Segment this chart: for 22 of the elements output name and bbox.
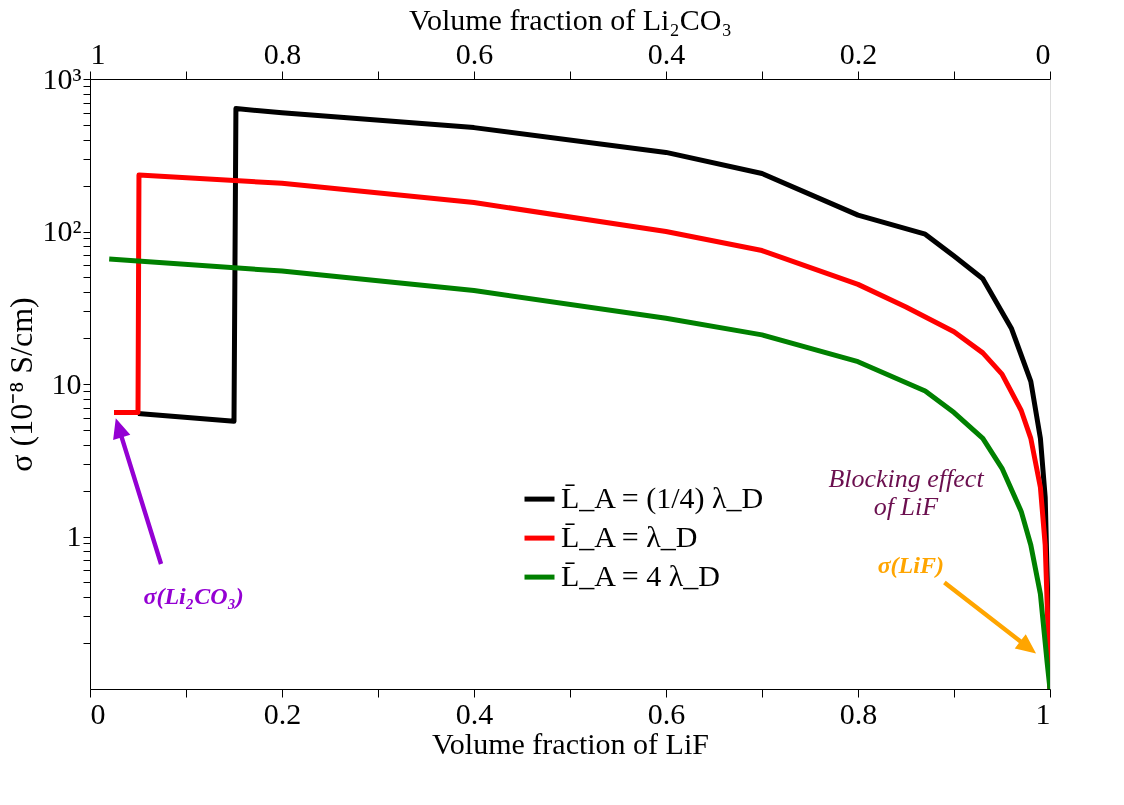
x2-tick-label: 0.6 bbox=[455, 36, 494, 70]
x2-tick-label: 0.8 bbox=[263, 36, 302, 70]
annotation: σ(Li₂CO₃) bbox=[143, 583, 244, 610]
annotation: Blocking effect of LiF bbox=[828, 463, 985, 521]
legend-label: L̄_A = 4 λ_D bbox=[561, 559, 720, 593]
x2-tick-label: 1 bbox=[90, 36, 106, 70]
annotation: σ(LiF) bbox=[877, 552, 944, 579]
x2-tick-label: 0.2 bbox=[839, 36, 878, 70]
y-tick-label: 10³ bbox=[42, 61, 82, 95]
x-tick-label: 1 bbox=[1035, 696, 1051, 730]
legend-label: L̄_A = (1/4) λ_D bbox=[561, 481, 764, 516]
y-tick-label: 1 bbox=[66, 519, 82, 552]
y-tick-label: 10² bbox=[42, 214, 82, 247]
x-tick-label: 0.2 bbox=[263, 696, 302, 730]
x2-tick-label: 0 bbox=[1035, 36, 1051, 70]
x2-tick-label: 0.4 bbox=[647, 36, 686, 70]
y-axis-title: σ (10⁻⁸ S/cm) bbox=[2, 297, 39, 472]
x2-axis-title: Volume fraction of Li₂CO₃ bbox=[409, 2, 732, 36]
y-tick-label: 10 bbox=[51, 366, 82, 400]
x-tick-label: 0 bbox=[90, 696, 106, 730]
legend-label: L̄_A = λ_D bbox=[561, 520, 698, 554]
x-tick-label: 0.8 bbox=[839, 696, 878, 730]
